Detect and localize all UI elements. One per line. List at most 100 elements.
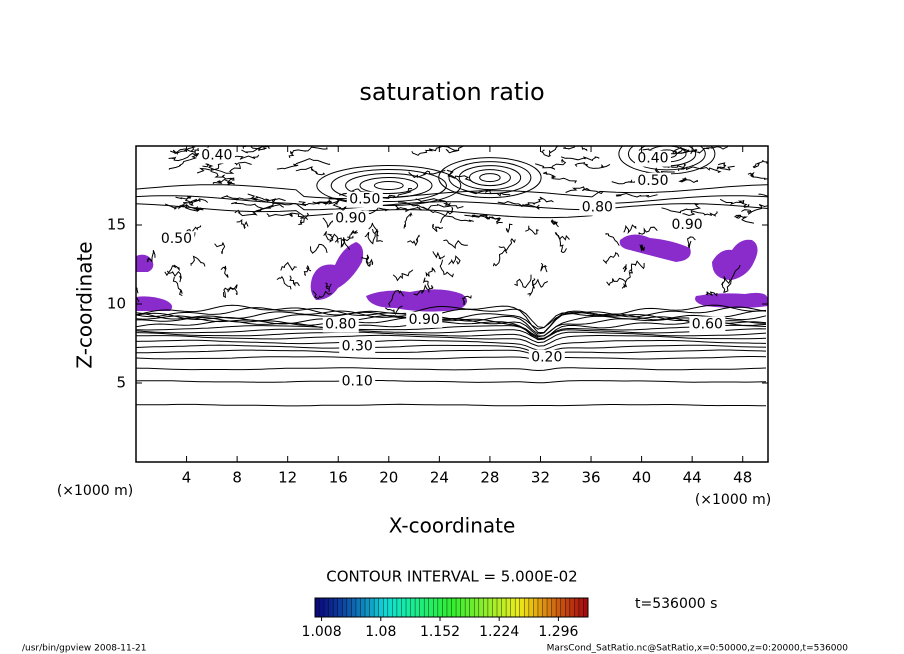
contour-detail (385, 305, 403, 315)
contour-loop (330, 169, 447, 202)
contour-detail (682, 163, 722, 173)
contour-detail (443, 239, 468, 249)
colorbar-swatch (333, 598, 339, 617)
colorbar-swatch (497, 598, 502, 617)
contour-line (136, 334, 767, 347)
contour-detail (257, 202, 307, 212)
region (712, 239, 758, 280)
contour-detail (202, 163, 241, 174)
region (310, 242, 364, 300)
colorbar-tick-label: 1.008 (302, 624, 342, 640)
colorbar-swatch (515, 598, 521, 617)
contour-detail (690, 146, 729, 155)
colorbar-swatch (524, 598, 530, 617)
contour-detail (276, 158, 331, 170)
region (619, 234, 691, 262)
contour-label: 0.80 (582, 200, 613, 216)
contour-detail (421, 206, 474, 222)
contour-detail (422, 277, 434, 290)
x-tick-label: 28 (480, 469, 499, 487)
contour-label-bg (669, 217, 706, 233)
contour-detail (605, 233, 620, 246)
chart-title: saturation ratio (359, 78, 544, 106)
contour-detail (312, 290, 332, 300)
contour-detail (554, 232, 570, 241)
contour-loop (359, 177, 419, 194)
contour-detail (425, 267, 436, 277)
colorbar-swatch (378, 598, 384, 617)
x-tick-label: 24 (430, 469, 449, 487)
colorbar-swatch (396, 598, 402, 617)
contour-detail (347, 230, 358, 238)
y-unit: (×1000 m) (57, 483, 133, 499)
colorbar-swatch (519, 598, 525, 617)
colorbar-swatch (583, 598, 589, 617)
contour-label-bg (689, 316, 726, 333)
contour-label: 0.90 (672, 217, 703, 233)
contour-label: 0.40 (201, 147, 232, 163)
colorbar-swatch (383, 598, 389, 617)
contour-label-bg (634, 172, 671, 189)
contour-detail (175, 196, 209, 204)
contour-detail (615, 192, 658, 198)
colorbar-swatch (474, 598, 480, 617)
contour-detail (361, 256, 374, 265)
contour-loop (316, 165, 462, 206)
contour-detail (212, 178, 233, 186)
x-tick-label: 40 (632, 469, 651, 487)
contour-line (136, 304, 767, 334)
contour-line (136, 356, 767, 361)
colorbar-swatch (346, 598, 352, 617)
colorbar-tick-label: 1.152 (420, 624, 460, 640)
contour-label: 0.60 (692, 317, 723, 333)
contour-detail (190, 255, 206, 267)
contour-detail (136, 203, 768, 219)
colorbar-swatch (578, 598, 584, 617)
contour-detail (723, 264, 741, 294)
contour-lines: 0.40 0.40 0.50 0.50 0.80 0.90 0.90 0.50 0.90 0.80… (136, 146, 768, 407)
x-tick-label: 32 (531, 469, 550, 487)
contour-detail (440, 206, 454, 224)
contour-detail (266, 212, 309, 220)
colorbar-swatch (415, 598, 420, 617)
contour-detail (280, 261, 297, 272)
contour-detail (540, 262, 548, 273)
contour-detail (324, 282, 332, 292)
colorbar-swatch (374, 598, 379, 617)
contour-label-bg (198, 147, 235, 164)
colorbar-swatch (492, 598, 498, 617)
colorbar-tick-label: 1.296 (538, 624, 578, 640)
x-tick-label: 12 (278, 469, 297, 487)
contour-detail (407, 234, 420, 247)
colorbar-swatch (337, 598, 343, 617)
region (695, 292, 768, 308)
contour-label: 0.20 (531, 350, 562, 366)
contour-detail (741, 204, 768, 215)
colorbar-swatch (433, 598, 439, 617)
contour-detail (221, 195, 270, 203)
contour-detail (719, 198, 750, 208)
contour-detail (540, 146, 559, 158)
contour-detail (439, 259, 454, 278)
colorbar-swatch (446, 598, 452, 617)
contour-detail (403, 211, 413, 229)
contour-detail (182, 198, 201, 206)
contour-detail (623, 224, 637, 235)
contour-detail (721, 276, 731, 290)
contour-label-bg (579, 199, 616, 216)
time-label: t=536000 s (635, 596, 717, 612)
y-tick-label: 5 (116, 374, 126, 392)
contour-detail (196, 161, 252, 174)
contour-loop (438, 157, 542, 199)
colorbar-swatch (428, 598, 434, 617)
colorbar-swatch (387, 598, 393, 617)
colorbar-swatch (460, 598, 466, 617)
contour-detail (334, 237, 351, 251)
colorbar-swatch (456, 598, 461, 617)
x-axis-label: X-coordinate (389, 514, 516, 538)
contour-detail (322, 217, 334, 229)
contour-detail (758, 193, 768, 197)
colorbar-swatch (469, 598, 475, 617)
